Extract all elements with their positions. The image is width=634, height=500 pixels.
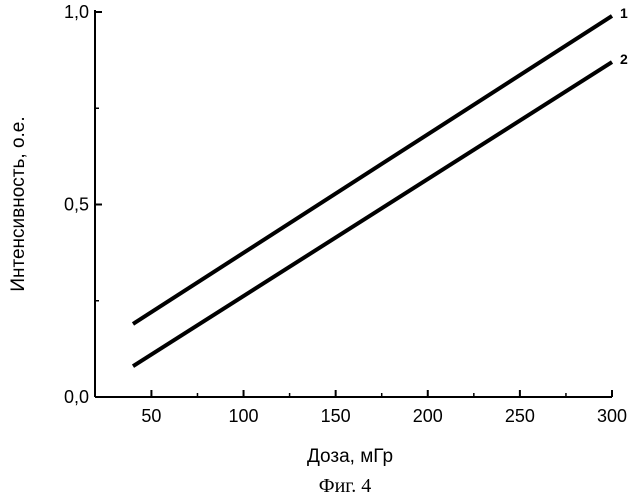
x-tick-label: 300 — [597, 406, 627, 426]
series-line-2 — [133, 62, 612, 366]
x-tick-label: 250 — [505, 406, 535, 426]
figure-caption: Фиг. 4 — [319, 475, 371, 497]
series-group: 12 — [133, 5, 628, 366]
x-tick-label: 100 — [229, 406, 259, 426]
y-tick-label: 0,0 — [64, 387, 89, 407]
x-tick-label: 200 — [413, 406, 443, 426]
chart: 0,00,51,0 50100150200250300 12 Интенсивн… — [0, 0, 634, 500]
series-label-1: 1 — [620, 5, 628, 21]
y-axis-ticks: 0,0 0,5 1,0 — [64, 2, 102, 407]
y-axis-title: Интенсивность, о.е. — [8, 116, 29, 291]
y-tick-label: 0,5 — [64, 195, 89, 215]
series-label-2: 2 — [620, 51, 628, 67]
x-axis-title: Доза, мГр — [307, 446, 393, 467]
y-tick-label: 1,0 — [64, 2, 89, 22]
x-axis-ticks: 50 100 150 200 250 300 — [141, 390, 627, 426]
x-tick-label: 150 — [321, 406, 351, 426]
series-line-1 — [133, 16, 612, 324]
x-tick-label: 50 — [141, 406, 161, 426]
